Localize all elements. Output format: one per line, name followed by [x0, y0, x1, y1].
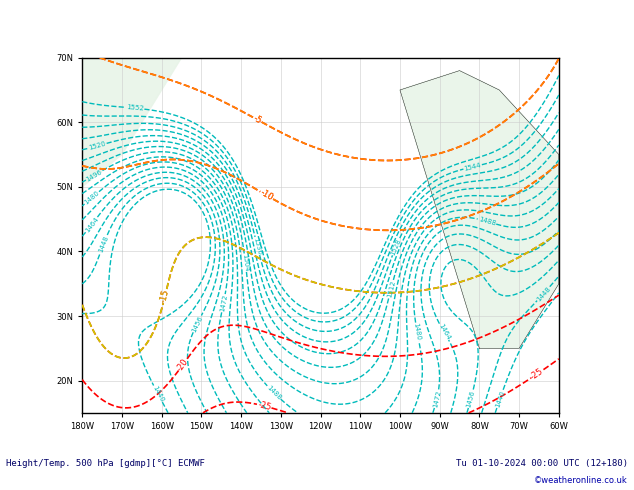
Text: 1520: 1520	[88, 141, 107, 151]
Text: 1464: 1464	[84, 216, 100, 233]
Text: 1552: 1552	[126, 104, 144, 112]
Text: -20: -20	[175, 357, 190, 373]
Text: 1456: 1456	[466, 389, 476, 408]
Text: 1528: 1528	[390, 237, 402, 256]
Text: ©weatheronline.co.uk: ©weatheronline.co.uk	[534, 476, 628, 485]
Text: -5: -5	[252, 114, 263, 125]
Text: -5: -5	[252, 114, 263, 125]
Text: 1488: 1488	[477, 216, 496, 227]
Text: 1544: 1544	[463, 162, 482, 172]
Text: -25: -25	[257, 400, 272, 412]
Text: 1512: 1512	[386, 280, 396, 298]
Text: -10: -10	[259, 188, 275, 203]
Text: 1456: 1456	[191, 315, 204, 333]
Polygon shape	[82, 58, 181, 187]
Text: 1496: 1496	[85, 168, 103, 182]
Text: Height/Temp. 500 hPa [gdmp][°C] ECMWF: Height/Temp. 500 hPa [gdmp][°C] ECMWF	[6, 459, 205, 468]
Text: 1472: 1472	[219, 294, 228, 313]
Text: 1448: 1448	[535, 285, 552, 302]
Text: Tu 01-10-2024 00:00 UTC (12+180): Tu 01-10-2024 00:00 UTC (12+180)	[456, 459, 628, 468]
Text: -15: -15	[159, 289, 171, 304]
Text: 1440: 1440	[151, 385, 165, 403]
Text: 1440: 1440	[495, 389, 506, 408]
Text: 1448: 1448	[98, 234, 110, 253]
Text: 1488: 1488	[266, 384, 282, 401]
Text: 1480: 1480	[83, 190, 101, 206]
Text: 1536: 1536	[252, 237, 262, 255]
Text: -10: -10	[259, 188, 275, 203]
Text: 1472: 1472	[432, 389, 442, 408]
Text: 1464: 1464	[437, 322, 451, 341]
Text: 1480: 1480	[413, 322, 422, 341]
Text: -25: -25	[529, 367, 545, 381]
Polygon shape	[400, 71, 559, 348]
Text: 1504: 1504	[242, 253, 249, 272]
Text: -15: -15	[159, 289, 171, 304]
